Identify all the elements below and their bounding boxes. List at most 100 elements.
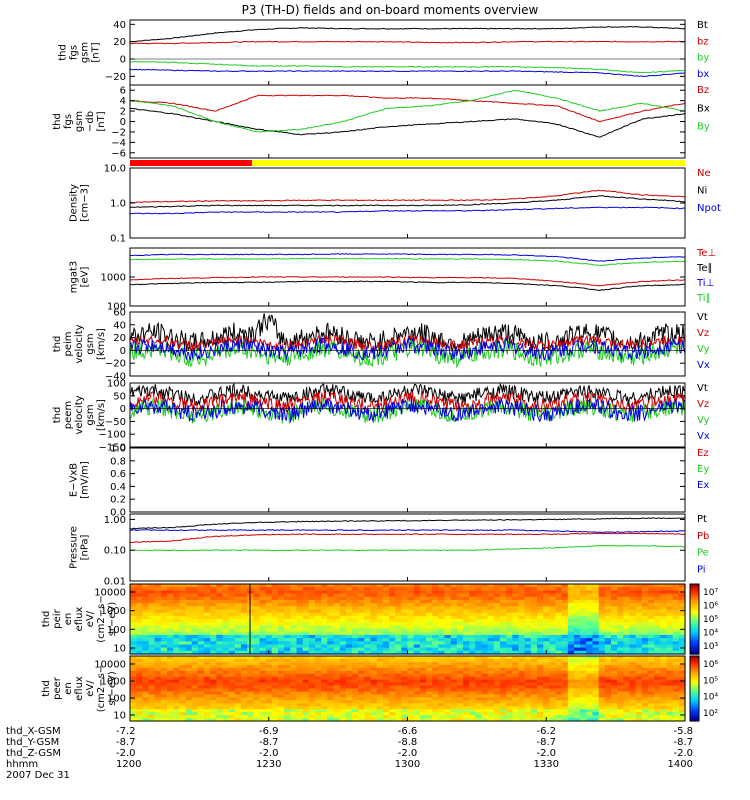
heatmap-8-cell bbox=[666, 612, 674, 617]
heatmap-9-cell bbox=[678, 715, 686, 719]
heatmap-9-cell bbox=[253, 676, 261, 681]
heatmap-9-cell bbox=[641, 712, 649, 716]
heatmap-8-cell bbox=[191, 622, 199, 626]
heatmap-9-cell bbox=[253, 659, 261, 663]
heatmap-8-cell bbox=[438, 603, 446, 607]
heatmap-8-cell bbox=[413, 641, 421, 646]
heatmap-9-cell bbox=[611, 715, 618, 719]
heatmap-9-cell bbox=[234, 673, 242, 678]
heatmap-8-cell bbox=[432, 622, 439, 626]
heatmap-8-cell bbox=[216, 650, 224, 655]
heatmap-9-cell bbox=[432, 712, 439, 716]
heatmap-8-cell bbox=[296, 596, 304, 601]
heatmap-8-cell bbox=[629, 615, 637, 620]
heatmap-9-cell bbox=[567, 659, 575, 663]
heatmap-9-cell bbox=[567, 712, 575, 716]
heatmap-8-cell bbox=[450, 609, 458, 614]
heatmap-8-cell bbox=[506, 603, 513, 607]
heatmap-9-cell bbox=[253, 685, 261, 690]
heatmap-9-cell bbox=[592, 676, 600, 681]
heatmap-9-cell bbox=[604, 703, 612, 707]
heatmap-9-cell bbox=[296, 664, 304, 669]
heatmap-8-cell bbox=[407, 606, 415, 611]
heatmap-8-cell bbox=[376, 587, 384, 591]
heatmap-9-cell bbox=[574, 673, 581, 678]
heatmap-8-cell bbox=[142, 606, 150, 611]
heatmap-8-cell bbox=[352, 641, 359, 646]
heatmap-8-cell bbox=[296, 622, 304, 626]
heatmap-8-cell bbox=[586, 615, 594, 620]
series-2-Ni bbox=[130, 195, 685, 209]
heatmap-8-cell bbox=[389, 609, 396, 614]
heatmap-8-cell bbox=[352, 584, 359, 588]
heatmap-9-cell bbox=[567, 673, 575, 678]
heatmap-8-cell bbox=[475, 593, 483, 598]
heatmap-9-cell bbox=[530, 700, 538, 704]
heatmap-8-cell bbox=[352, 593, 359, 598]
heatmap-9-cell bbox=[234, 661, 242, 666]
heatmap-8-cell bbox=[561, 631, 569, 636]
heatmap-8-cell bbox=[389, 650, 396, 655]
heatmap-8-cell bbox=[635, 647, 643, 652]
heatmap-8-cell bbox=[376, 619, 384, 623]
heatmap-8-cell bbox=[475, 606, 483, 611]
heatmap-8-cell bbox=[537, 612, 544, 617]
heatmap-8-cell bbox=[518, 622, 526, 626]
heatmap-9-cell bbox=[641, 661, 649, 666]
heatmap-9-cell bbox=[629, 656, 637, 660]
heatmap-8-cell bbox=[204, 612, 211, 617]
heatmap-8-cell bbox=[537, 584, 544, 588]
heatmap-9-cell bbox=[426, 661, 433, 666]
heatmap-8-cell bbox=[382, 590, 390, 595]
heatmap-9-cell bbox=[179, 694, 187, 698]
heatmap-9-cell bbox=[302, 703, 310, 707]
heatmap-8-cell bbox=[247, 599, 254, 604]
heatmap-9-cell bbox=[580, 718, 587, 722]
heatmap-8-cell bbox=[555, 634, 563, 639]
heatmap-8-cell bbox=[130, 628, 137, 633]
heatmap-8-cell bbox=[191, 590, 199, 595]
heatmap-9-cell bbox=[290, 656, 298, 660]
heatmap-8-cell bbox=[204, 590, 211, 595]
heatmap-9-cell bbox=[629, 659, 637, 663]
heatmap-8-cell bbox=[265, 590, 273, 595]
heatmap-8-cell bbox=[469, 619, 476, 623]
heatmap-8-cell bbox=[364, 625, 372, 630]
heatmap-9-cell bbox=[130, 667, 137, 672]
legend-1-Bz: Bz bbox=[697, 85, 709, 96]
heatmap-9-cell bbox=[228, 697, 236, 701]
heatmap-9-cell bbox=[333, 706, 341, 710]
heatmap-9-cell bbox=[327, 682, 335, 687]
heatmap-9-cell bbox=[648, 700, 655, 704]
heatmap-9-cell bbox=[160, 715, 168, 719]
panel-5-ytick-label: 0 bbox=[120, 404, 126, 415]
heatmap-8-cell bbox=[130, 609, 137, 614]
heatmap-8-cell bbox=[179, 590, 187, 595]
heatmap-8-cell bbox=[444, 596, 452, 601]
heatmap-9-cell bbox=[271, 688, 279, 693]
heatmap-8-cell bbox=[530, 590, 538, 595]
heatmap-9-cell bbox=[580, 697, 587, 701]
heatmap-9-cell bbox=[364, 706, 372, 710]
panel-4-ylabel: velocity bbox=[74, 324, 85, 363]
heatmap-8-cell bbox=[308, 606, 316, 611]
heatmap-8-cell bbox=[419, 644, 427, 649]
heatmap-8-cell bbox=[136, 596, 143, 601]
heatmap-8-cell bbox=[142, 622, 150, 626]
heatmap-8-cell bbox=[592, 641, 600, 646]
heatmap-8-cell bbox=[259, 638, 267, 642]
heatmap-8-cell bbox=[450, 641, 458, 646]
heatmap-9-cell bbox=[216, 691, 224, 696]
heatmap-9-cell bbox=[654, 679, 661, 684]
heatmap-8-cell bbox=[160, 647, 168, 652]
heatmap-8-cell bbox=[191, 625, 199, 630]
heatmap-8-cell bbox=[654, 603, 661, 607]
heatmap-8-cell bbox=[524, 638, 532, 642]
footer-row-label: thd_X-GSM bbox=[6, 726, 61, 737]
heatmap-8-cell bbox=[197, 606, 205, 611]
heatmap-8-cell bbox=[364, 631, 372, 636]
heatmap-8-cell bbox=[438, 609, 446, 614]
heatmap-9-cell bbox=[222, 715, 230, 719]
heatmap-8-cell bbox=[228, 625, 236, 630]
heatmap-9-cell bbox=[154, 679, 162, 684]
